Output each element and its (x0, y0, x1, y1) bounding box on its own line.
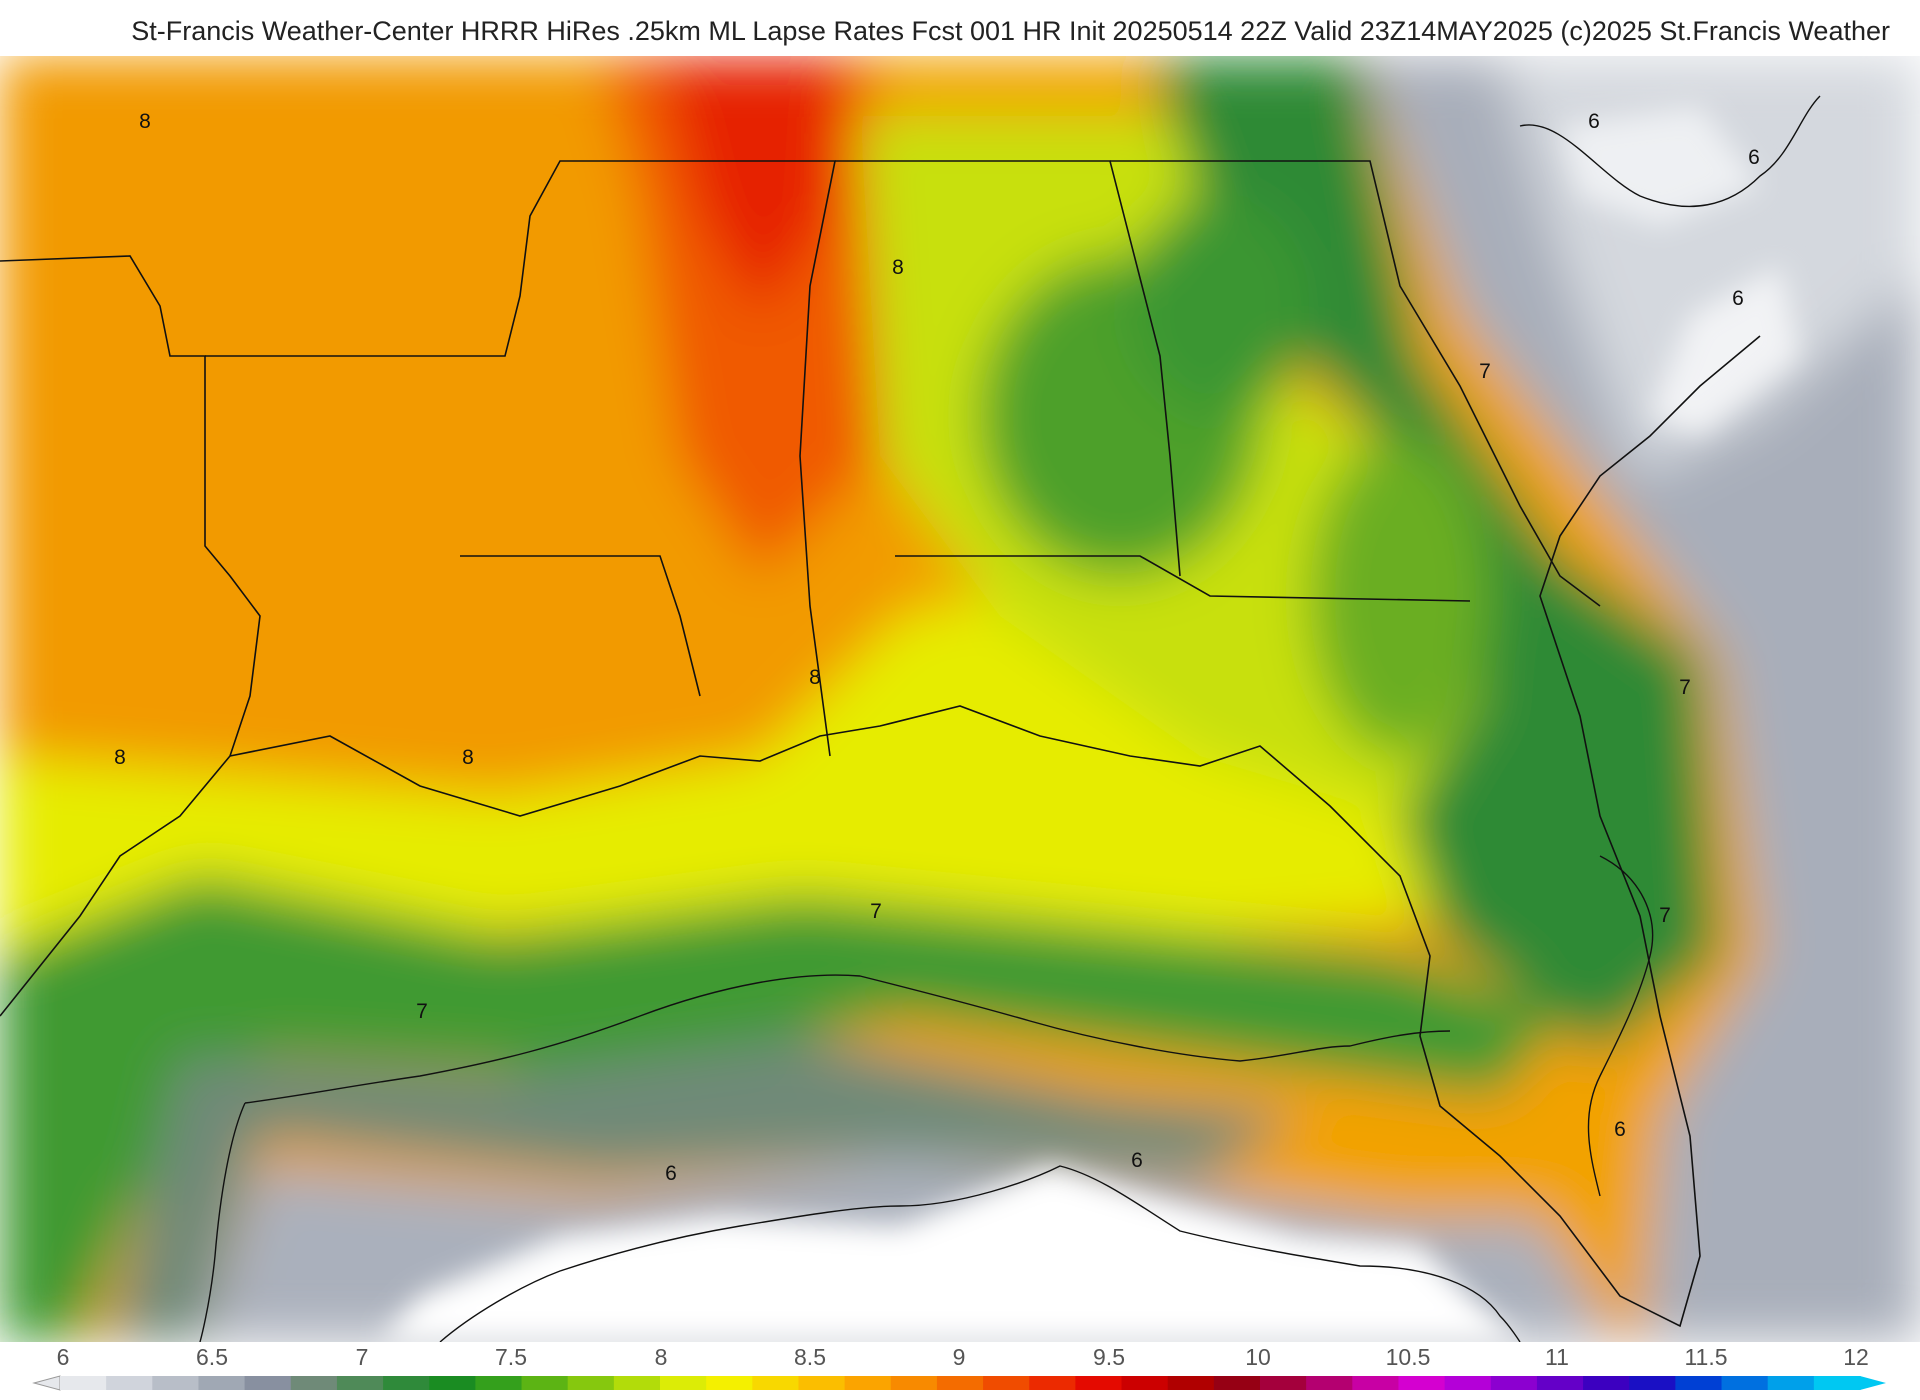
state-line-west (0, 255, 261, 757)
colorbar-swatch (198, 1376, 246, 1390)
coastline-west (0, 755, 231, 1017)
state-line-south-2 (895, 555, 1471, 602)
contour-label: 8 (462, 746, 474, 769)
contour-label: 8 (809, 666, 821, 689)
colorbar-swatch (613, 1376, 661, 1390)
contours (199, 95, 1821, 1343)
contour-label: 7 (870, 900, 882, 923)
contour-label: 8 (114, 746, 126, 769)
contour-label: 7 (1679, 676, 1691, 699)
map-svg: 8 8 8 8 8 8 7 7 7 7 7 6 6 6 6 6 6 (0, 56, 1920, 1343)
colorbar-swatch (890, 1376, 938, 1390)
colorbar-swatch (936, 1376, 984, 1390)
contour-label: 7 (1479, 360, 1491, 383)
contour-label: 7 (1659, 904, 1671, 927)
colorbar-tick: 12 (1843, 1344, 1869, 1370)
colorbar-tick: 8.5 (794, 1344, 826, 1370)
colorbar-swatch (521, 1376, 569, 1390)
contour-label: 6 (1732, 287, 1744, 310)
contour-7-west (199, 1102, 246, 1343)
colorbar-swatch (1075, 1376, 1123, 1390)
contour-6-north (1519, 95, 1821, 208)
colorbar-swatch (60, 1376, 107, 1390)
colorbar-swatch (1352, 1376, 1400, 1390)
header: St-Francis Weather-Center HRRR HiRes .25… (0, 0, 1920, 56)
contour-label: 6 (1588, 110, 1600, 133)
colorbar-swatch (752, 1376, 800, 1390)
colorbar-swatch (1675, 1376, 1723, 1390)
colorbar-swatch (844, 1376, 892, 1390)
colorbar-swatch (1121, 1376, 1169, 1390)
colorbar-swatch (1767, 1376, 1815, 1390)
state-line-far-east (1110, 160, 1601, 607)
colorbar-arrow-high (1860, 1376, 1886, 1390)
colorbar-tick: 7.5 (495, 1344, 527, 1370)
colorbar-tick: 6.5 (196, 1344, 228, 1370)
colorbar-swatch (152, 1376, 200, 1390)
colorbar-swatch (1167, 1376, 1215, 1390)
colorbar-tick: 8 (654, 1344, 668, 1370)
contour-7-south (244, 974, 1451, 1104)
colorbar-swatch (290, 1376, 338, 1390)
colorbar-swatch (475, 1376, 523, 1390)
colorbar: 6 6.5 7 7.5 8 8.5 9 9.5 10 10.5 11 11.5 … (0, 1342, 1920, 1400)
colorbar-swatch (1029, 1376, 1076, 1390)
colorbar-swatch (336, 1376, 384, 1390)
colorbar-swatch (798, 1376, 846, 1390)
colorbar-swatch (244, 1376, 292, 1390)
contour-label: 6 (1748, 146, 1760, 169)
state-line-east (835, 160, 1181, 577)
contour-label: 7 (416, 1000, 428, 1023)
coastline (229, 335, 1761, 1328)
colorbar-tick: 11.5 (1684, 1344, 1728, 1370)
colorbar-swatch (983, 1376, 1030, 1390)
colorbar-tick: 10 (1245, 1344, 1271, 1370)
contour-label: 6 (1614, 1118, 1626, 1141)
low-values-area (380, 106, 1800, 1342)
colorbar-tick: 9 (952, 1344, 966, 1370)
colorbar-tick: 7 (355, 1344, 369, 1370)
contour-6-south (439, 1165, 1521, 1343)
colorbar-swatch (1721, 1376, 1769, 1390)
state-line-north (205, 160, 615, 357)
colorbar-swatch (706, 1376, 753, 1390)
colorbar-swatch (106, 1376, 153, 1390)
colorbar-swatch (1490, 1376, 1538, 1390)
state-line-mid (615, 160, 836, 757)
colorbar-swatch (660, 1376, 707, 1390)
colorbar-arrow-low (32, 1375, 61, 1391)
contour-label: 8 (892, 256, 904, 279)
contour-label: 6 (1131, 1149, 1143, 1172)
colorbar-tick: 10.5 (1385, 1344, 1431, 1370)
colorbar-swatch (1306, 1376, 1353, 1390)
colorbar-swatch (383, 1376, 430, 1390)
contour-label: 8 (139, 110, 151, 133)
colorbar-swatch (1629, 1376, 1676, 1390)
contour-labels: 8 8 8 8 8 8 7 7 7 7 7 6 6 6 6 6 6 (114, 110, 1760, 1185)
colorbar-swatch (1213, 1376, 1261, 1390)
boundaries (0, 160, 1761, 1328)
colorbar-tick: 6 (56, 1344, 70, 1370)
colorbar-swatch (1583, 1376, 1630, 1390)
state-line-south-1 (460, 555, 701, 697)
colorbar-swatch (1260, 1376, 1307, 1390)
colorbar-swatch (567, 1376, 615, 1390)
colorbar-strip (32, 1375, 1886, 1391)
map-title: St-Francis Weather-Center HRRR HiRes .25… (131, 16, 1890, 46)
contour-label: 6 (665, 1162, 677, 1185)
colorbar-swatch (1813, 1376, 1861, 1390)
shading-field (0, 56, 1920, 1342)
colorbar-swatch (1444, 1376, 1492, 1390)
colorbar-swatch (429, 1376, 476, 1390)
colorbar-swatch (1398, 1376, 1446, 1390)
contour-6-east (1587, 855, 1654, 1197)
colorbar-swatch (1536, 1376, 1584, 1390)
colorbar-tick: 9.5 (1093, 1344, 1125, 1370)
colorbar-tick: 11 (1545, 1344, 1569, 1370)
lapse-rate-map: 8 8 8 8 8 8 7 7 7 7 7 6 6 6 6 6 6 (0, 56, 1920, 1343)
